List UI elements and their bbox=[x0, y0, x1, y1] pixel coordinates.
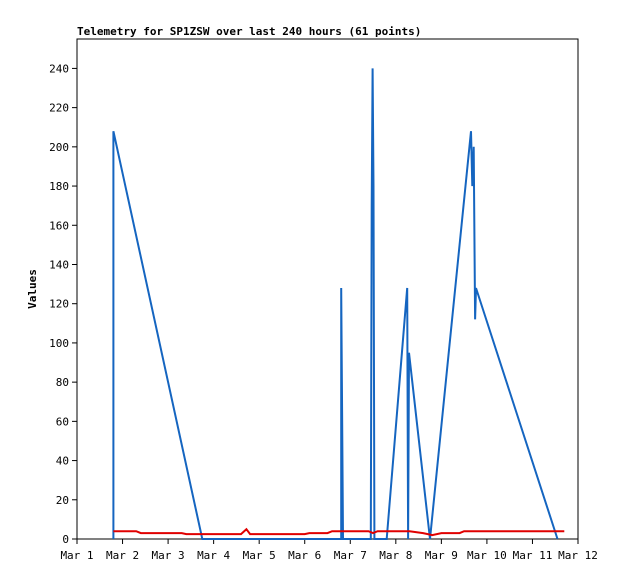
y-tick-label: 160 bbox=[49, 219, 69, 232]
y-tick-label: 60 bbox=[56, 415, 69, 428]
x-tick-label: Mar 10 bbox=[467, 549, 507, 562]
plot-frame bbox=[76, 38, 579, 540]
y-tick-label: 120 bbox=[49, 298, 69, 311]
x-tick-label: Mar 11 bbox=[513, 549, 553, 562]
y-tick-label: 180 bbox=[49, 180, 69, 193]
series-line-1 bbox=[112, 68, 559, 540]
x-tick-label: Mar 9 bbox=[425, 549, 458, 562]
y-axis: 0 20 40 60 80 100 120 140 160 180 200 220 240 bbox=[49, 62, 77, 546]
y-tick-label: 220 bbox=[49, 102, 69, 115]
x-tick-label: Mar 6 bbox=[288, 549, 321, 562]
series-line-2 bbox=[113, 527, 565, 537]
series-layer bbox=[112, 68, 565, 540]
x-axis: Mar 1 Mar 2 Mar 3 Mar 4 Mar 5 Mar 6 Mar 7 Mar 8… bbox=[60, 539, 598, 562]
y-tick-label: 80 bbox=[56, 376, 69, 389]
x-tick-label: Mar 4 bbox=[197, 549, 230, 562]
y-tick-label: 0 bbox=[62, 533, 69, 546]
y-tick-label: 200 bbox=[49, 141, 69, 154]
y-tick-label: 140 bbox=[49, 258, 69, 271]
y-tick-label: 100 bbox=[49, 337, 69, 350]
x-tick-label: Mar 3 bbox=[152, 549, 185, 562]
y-tick-label: 20 bbox=[56, 494, 69, 507]
x-tick-label: Mar 1 bbox=[60, 549, 93, 562]
chart-title: Telemetry for SP1ZSW over last 240 hours… bbox=[77, 25, 421, 38]
x-tick-label: Mar 8 bbox=[379, 549, 412, 562]
y-tick-label: 240 bbox=[49, 62, 69, 75]
x-tick-label: Mar 2 bbox=[106, 549, 139, 562]
y-tick-label: 40 bbox=[56, 455, 69, 468]
x-tick-label: Mar 7 bbox=[334, 549, 367, 562]
x-tick-label: Mar 5 bbox=[243, 549, 276, 562]
y-axis-label: Values bbox=[26, 269, 39, 309]
x-tick-label: Mar 12 bbox=[558, 549, 598, 562]
